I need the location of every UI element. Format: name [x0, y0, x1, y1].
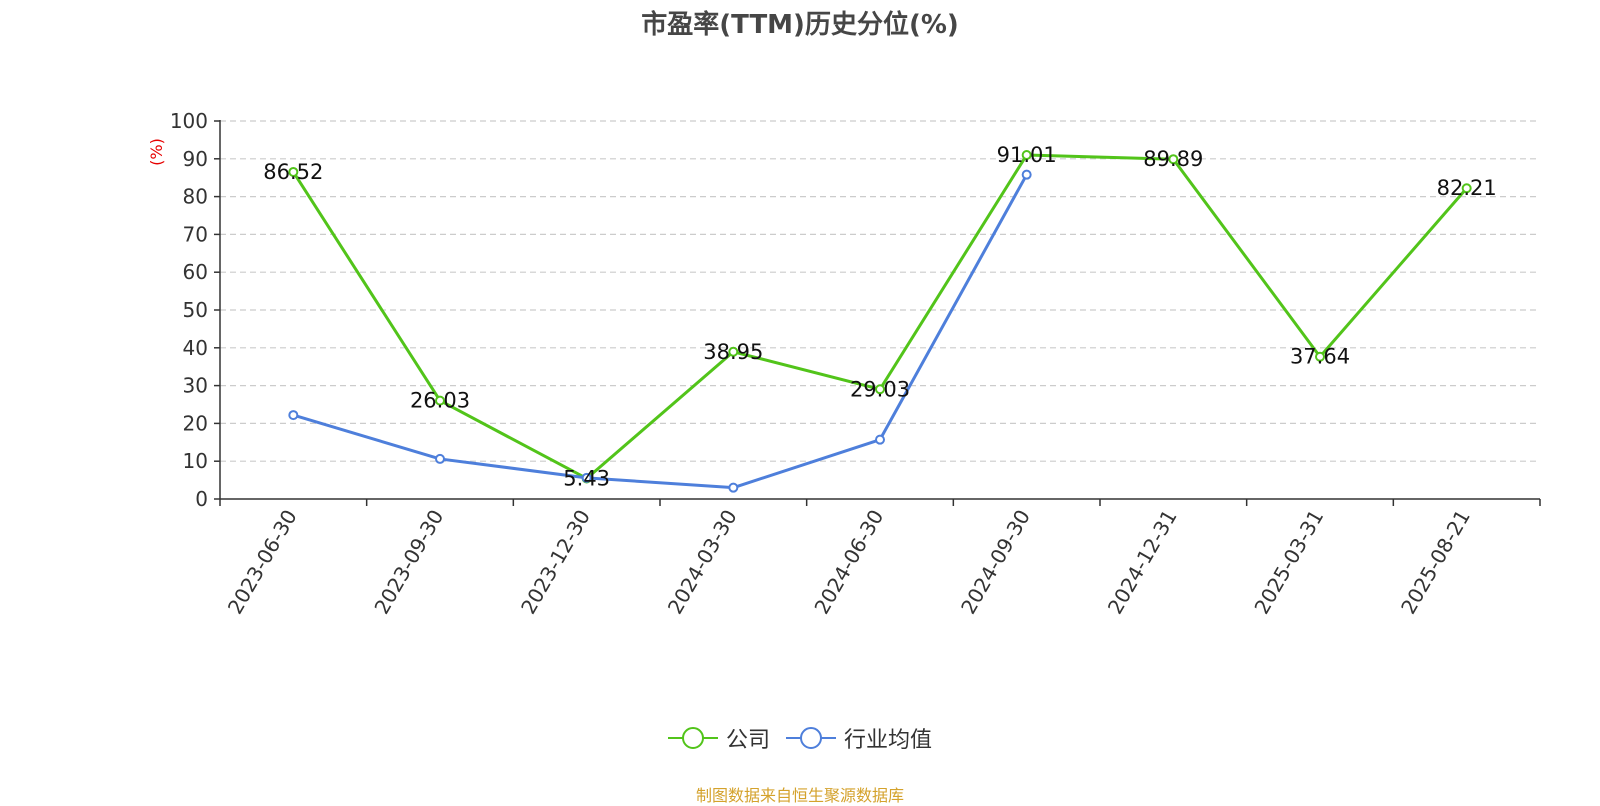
x-tick-label: 2024-06-30: [809, 506, 888, 619]
data-labels: 86.52 26.03 5.43 38.95 29.03 91.01 89.89 37.64 8…: [263, 143, 1496, 490]
data-point: [1315, 351, 1325, 362]
y-tick-label: 40: [183, 336, 208, 360]
x-tick-label: 2023-12-30: [516, 506, 595, 619]
y-tick-label: 50: [183, 298, 208, 322]
x-tick-label: 2025-08-21: [1396, 506, 1475, 619]
data-point: [1021, 149, 1032, 160]
y-tick-label: 10: [183, 449, 208, 473]
y-tick-label: 70: [183, 222, 208, 246]
data-label: 26.03: [410, 389, 470, 413]
y-tick-label: 30: [183, 374, 208, 398]
chart-title: 市盈率(TTM)历史分位(%): [641, 10, 959, 40]
data-label: 82.21: [1437, 176, 1497, 200]
data-point: [728, 346, 739, 357]
data-point: [1168, 154, 1179, 165]
x-tick-label: 2024-12-31: [1103, 506, 1182, 619]
y-tick-label: 60: [183, 260, 208, 284]
data-point: [435, 453, 445, 464]
legend-marker-icon: [786, 727, 836, 749]
data-point: [728, 482, 739, 493]
source-note: 制图数据来自恒生聚源数据库: [695, 786, 904, 805]
data-label: 89.89: [1143, 147, 1203, 171]
data-label: 38.95: [703, 340, 763, 364]
data-point: [435, 395, 445, 406]
y-tick-label: 80: [183, 185, 208, 209]
series-line: [292, 173, 1028, 490]
y-tick-label: 100: [170, 109, 208, 133]
legend-label: 行业均值: [844, 728, 933, 753]
y-axis-label: (%): [147, 138, 166, 166]
data-label: 5.43: [563, 466, 610, 490]
legend-marker-icon: [667, 727, 718, 749]
legend-item[interactable]: 公司: [667, 722, 770, 754]
data-point: [1461, 183, 1472, 194]
legend-item[interactable]: 行业均值: [786, 722, 932, 754]
series-line: [292, 153, 1468, 480]
y-tick-label: 0: [195, 487, 208, 511]
x-tick-label: 2023-06-30: [223, 506, 302, 619]
x-tick-label: 2025-03-31: [1249, 506, 1328, 619]
x-tick-label: 2024-09-30: [956, 506, 1035, 619]
data-label: 37.64: [1290, 345, 1350, 369]
data-point: [875, 434, 885, 445]
y-tick-label: 90: [183, 147, 208, 171]
data-point: [288, 410, 299, 421]
series-layer: [288, 149, 1472, 493]
y-tick-label: 20: [183, 411, 208, 435]
data-label: 29.03: [850, 377, 910, 401]
x-tick-label: 2023-09-30: [369, 506, 448, 619]
data-point: [581, 472, 592, 483]
data-point: [288, 166, 299, 177]
data-point: [875, 384, 885, 395]
data-point: [1021, 169, 1032, 180]
data-label: 91.01: [997, 143, 1057, 167]
legend-label: 公司: [725, 728, 770, 753]
legend: 公司 行业均值: [0, 722, 1600, 754]
data-label: 86.52: [263, 160, 323, 184]
x-tick-label: 2024-03-30: [663, 506, 742, 619]
